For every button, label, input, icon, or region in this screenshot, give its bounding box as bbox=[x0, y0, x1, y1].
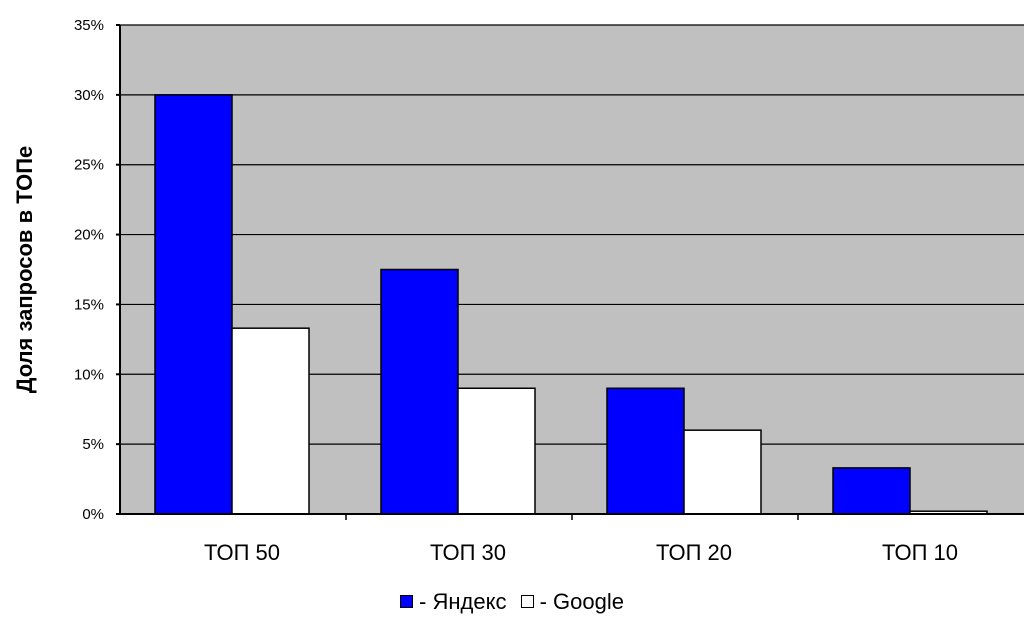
y-tick-label: 35% bbox=[74, 17, 104, 34]
y-tick-label: 10% bbox=[74, 366, 104, 383]
legend-swatch-google bbox=[520, 595, 534, 608]
y-tick-label: 25% bbox=[74, 157, 104, 174]
bar-yandex bbox=[832, 467, 911, 515]
bar-yandex bbox=[380, 268, 459, 515]
legend-item-yandex: - Яндекс bbox=[400, 589, 506, 615]
x-tick-label: ТОП 20 bbox=[656, 540, 732, 565]
y-tick-labels: 0% 5% 10% 15% 20% 25% 30% 35% bbox=[74, 17, 120, 523]
bar-yandex bbox=[606, 387, 685, 515]
bar-google bbox=[231, 327, 310, 515]
bar-google bbox=[683, 429, 762, 515]
category-labels: ТОП 50 ТОП 30 ТОП 20 ТОП 10 bbox=[204, 540, 958, 565]
axes bbox=[119, 25, 1024, 520]
y-tick-label: 20% bbox=[74, 227, 104, 244]
legend-item-google: - Google bbox=[520, 588, 624, 615]
bar-google bbox=[457, 387, 536, 515]
legend-swatch-yandex bbox=[400, 595, 414, 608]
x-tick-label: ТОП 50 bbox=[204, 540, 280, 565]
y-axis-label: Доля запросов в ТОПе bbox=[12, 146, 37, 394]
legend-label-google: - Google bbox=[539, 588, 624, 614]
x-tick-label: ТОП 30 bbox=[430, 540, 506, 565]
legend-label-yandex: - Яндекс bbox=[419, 588, 507, 614]
y-tick-label: 5% bbox=[82, 436, 104, 453]
bar-yandex bbox=[154, 94, 233, 515]
y-tick-label: 15% bbox=[74, 296, 104, 313]
legend: - Яндекс - Google bbox=[0, 588, 1024, 615]
x-tick-label: ТОП 10 bbox=[882, 540, 958, 565]
y-tick-label: 30% bbox=[74, 87, 104, 104]
y-tick-label: 0% bbox=[82, 506, 104, 523]
